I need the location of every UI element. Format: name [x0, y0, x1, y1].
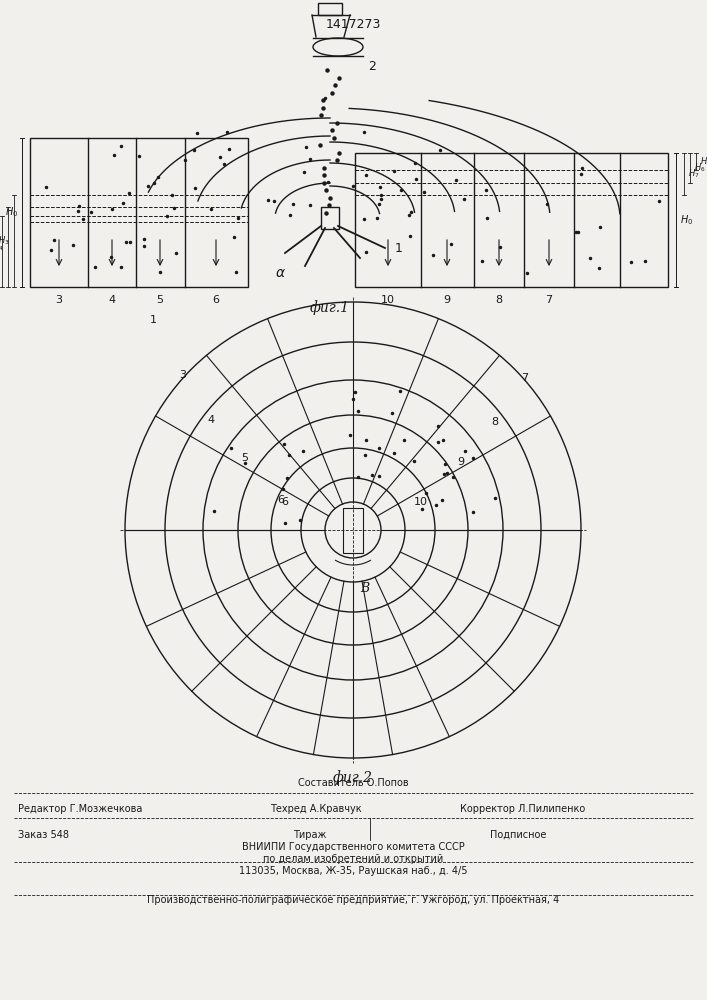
Text: Тираж: Тираж — [293, 830, 327, 840]
Bar — [355, 153, 668, 287]
Text: $H_6$: $H_6$ — [694, 162, 706, 174]
Text: Техред А.Кравчук: Техред А.Кравчук — [270, 804, 361, 814]
Text: 6: 6 — [281, 497, 288, 507]
Bar — [343, 508, 363, 553]
Text: $\alpha$: $\alpha$ — [274, 266, 286, 280]
Text: 4: 4 — [108, 295, 115, 305]
Text: Составитель О.Попов: Составитель О.Попов — [298, 778, 409, 788]
Text: Корректор Л.Пилипенко: Корректор Л.Пилипенко — [460, 804, 585, 814]
Text: B: B — [361, 582, 370, 595]
Text: 1417273: 1417273 — [325, 18, 380, 31]
Text: 3: 3 — [56, 295, 62, 305]
Text: Производственно-полиграфическое предприятие, г. Ужгород, ул. Проектная, 4: Производственно-полиграфическое предприя… — [147, 895, 559, 905]
Bar — [321, 207, 339, 229]
Text: 6: 6 — [213, 295, 219, 305]
Text: 5: 5 — [242, 453, 248, 463]
Text: 10: 10 — [414, 497, 428, 507]
Text: $H_0$: $H_0$ — [680, 213, 694, 227]
Text: 3: 3 — [180, 370, 187, 380]
Text: фиг.2: фиг.2 — [333, 770, 373, 785]
Text: 5: 5 — [156, 295, 163, 305]
Text: 1: 1 — [149, 315, 156, 325]
Text: 9: 9 — [457, 457, 464, 467]
Text: по делам изобретений и открытий: по делам изобретений и открытий — [263, 854, 443, 864]
Text: ВНИИПИ Государственного комитета СССР: ВНИИПИ Государственного комитета СССР — [242, 842, 464, 852]
Text: 113035, Москва, Ж-35, Раушская наб., д. 4/5: 113035, Москва, Ж-35, Раушская наб., д. … — [239, 866, 467, 876]
Bar — [318, 3, 342, 15]
Text: 7: 7 — [545, 295, 553, 305]
Text: 8: 8 — [491, 417, 498, 427]
Text: $H_4$: $H_4$ — [0, 241, 4, 253]
Text: 9: 9 — [443, 295, 450, 305]
Text: $H_7$: $H_7$ — [688, 168, 699, 180]
Text: $H_0$: $H_0$ — [5, 206, 18, 219]
Text: $H_5$: $H_5$ — [700, 155, 707, 168]
Text: 6: 6 — [278, 495, 284, 505]
Text: 4: 4 — [207, 415, 214, 425]
Text: Редактор Г.Мозжечкова: Редактор Г.Мозжечкова — [18, 804, 142, 814]
Text: $H_3$: $H_3$ — [0, 235, 10, 247]
Text: 1: 1 — [395, 241, 403, 254]
Text: Подписное: Подписное — [490, 830, 547, 840]
Text: фиг.1: фиг.1 — [310, 300, 350, 315]
Bar — [30, 138, 248, 287]
Text: 7: 7 — [522, 373, 529, 383]
Text: 8: 8 — [496, 295, 503, 305]
Text: Заказ 548: Заказ 548 — [18, 830, 69, 840]
Text: 10: 10 — [381, 295, 395, 305]
Text: 2: 2 — [368, 60, 376, 74]
